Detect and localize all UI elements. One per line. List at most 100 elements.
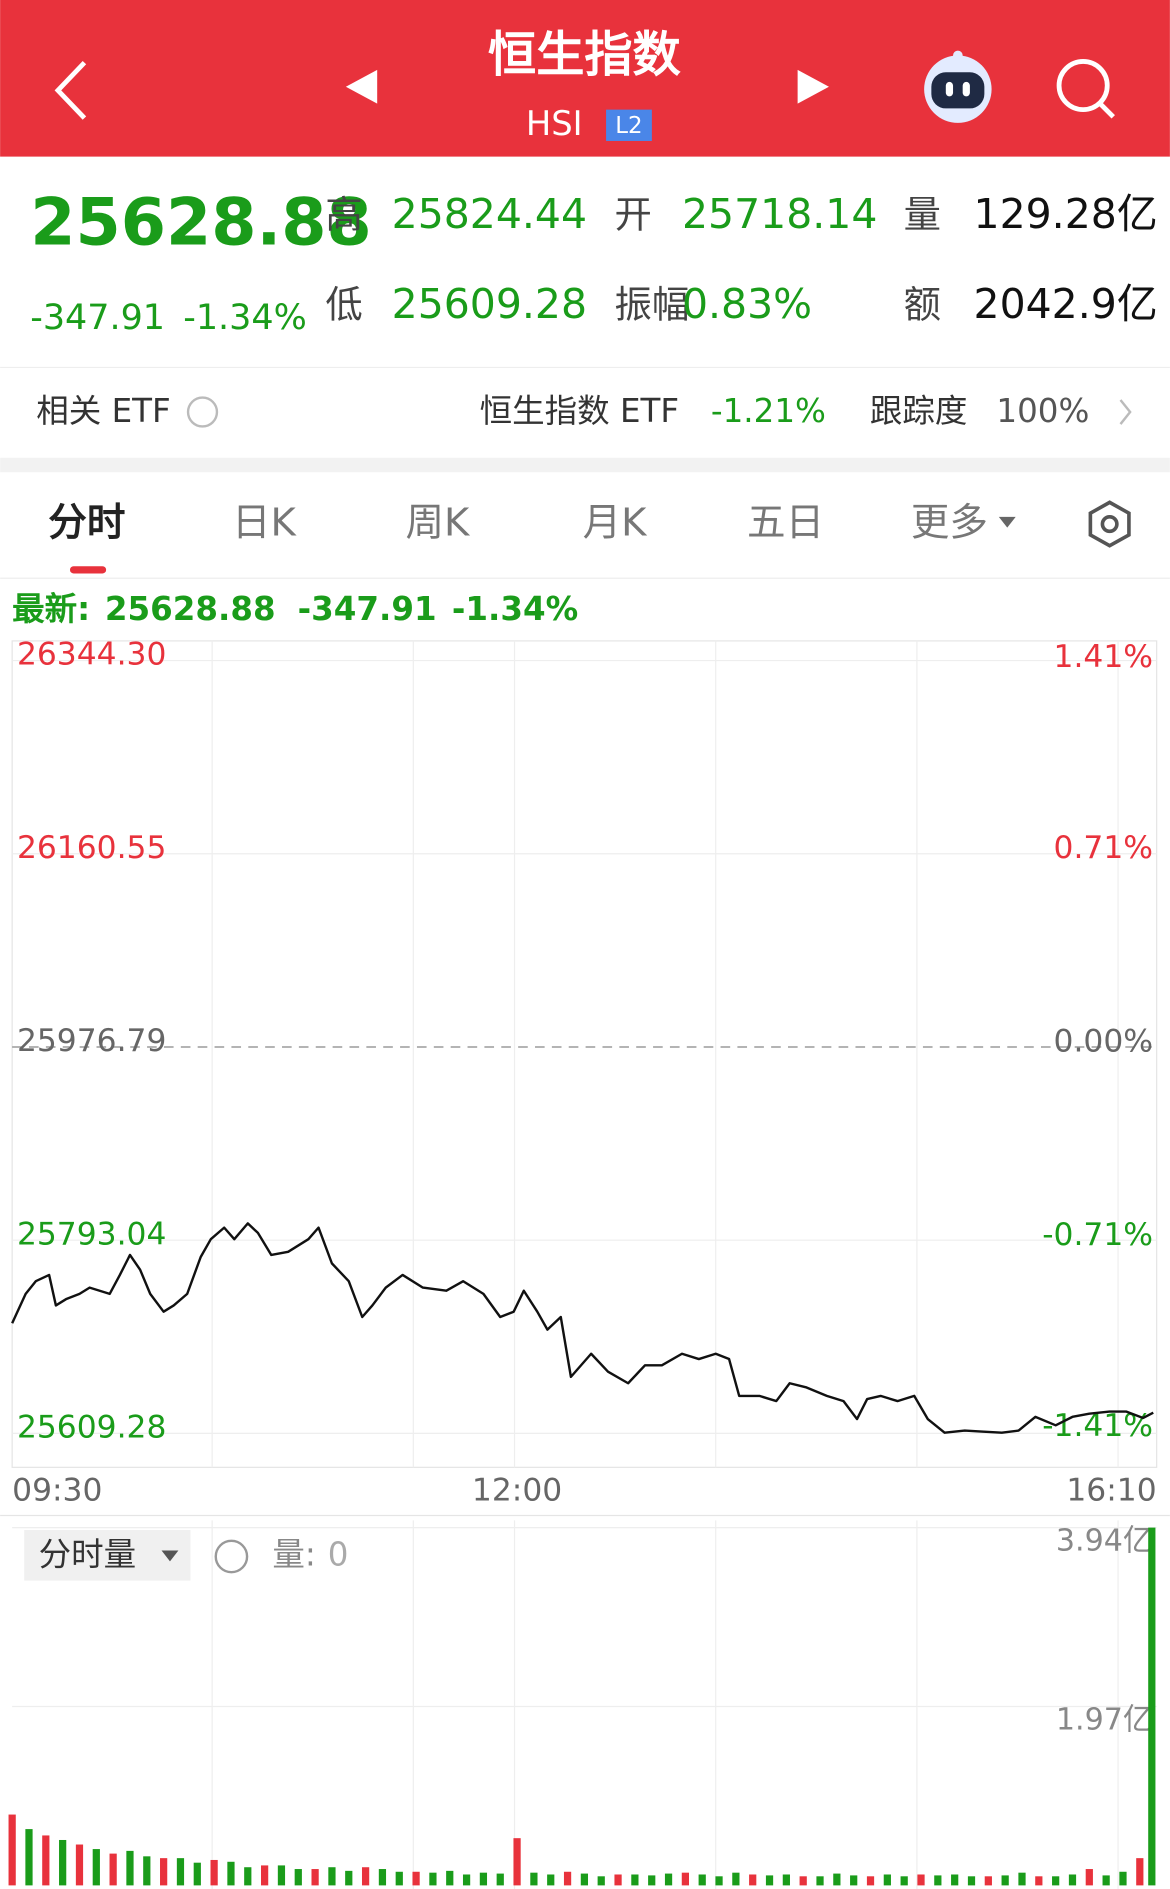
volume-label: 量:: [272, 1535, 315, 1573]
volume-bar: [328, 1867, 336, 1886]
x-tick-label: 09:30: [12, 1472, 102, 1508]
price: 25628.88: [30, 186, 372, 261]
change: -347.91: [30, 298, 165, 338]
volume-bar: [1148, 1527, 1156, 1886]
volume-selector[interactable]: 分时量: [24, 1529, 191, 1581]
settings-icon[interactable]: [1088, 500, 1131, 548]
y-tick-label: 25976.79: [17, 1023, 166, 1059]
assistant-icon[interactable]: [924, 50, 992, 123]
selector-label: 分时量: [39, 1535, 137, 1573]
y-tick-label: 25793.04: [17, 1216, 166, 1252]
v-grid: [211, 640, 1119, 1889]
volume-bar: [1136, 1858, 1144, 1886]
volume-bar: [799, 1876, 807, 1886]
search-icon[interactable]: [1056, 59, 1115, 119]
volume-bar: [261, 1865, 269, 1886]
volume-bar: [395, 1871, 403, 1886]
volume-bar: [193, 1862, 201, 1886]
volume-bar: [1068, 1874, 1077, 1886]
y2-tick-label: 0.71%: [1054, 830, 1153, 866]
latest-pct: -1.34%: [452, 590, 578, 628]
quote-value: 0.83%: [682, 280, 812, 328]
volume-bar: [210, 1859, 218, 1886]
volume-bar: [479, 1872, 488, 1886]
volume-bar: [967, 1876, 976, 1886]
volume-bar: [311, 1869, 319, 1886]
volume-bar: [1052, 1876, 1060, 1886]
quote-label: 低: [325, 283, 362, 327]
quote-value: 2042.9亿: [974, 280, 1158, 328]
tracking: 100%: [996, 392, 1089, 430]
etf-name: 恒生指数 ETF: [480, 392, 680, 430]
volume-bar: [614, 1874, 622, 1886]
volume-bar: [412, 1871, 420, 1886]
settings-icon-center: [1100, 515, 1119, 534]
volume-bar: [917, 1874, 925, 1886]
tab[interactable]: 五日: [747, 501, 824, 546]
volume-bar: [496, 1873, 504, 1886]
volume-bar: [513, 1838, 521, 1886]
quote-value: 25718.14: [682, 190, 877, 238]
y-tick-label: 25609.28: [17, 1410, 166, 1446]
more-arrow: [998, 516, 1016, 528]
help-icon[interactable]: [214, 1539, 249, 1574]
volume-bar: [126, 1850, 134, 1886]
x-tick-label: 16:10: [1066, 1472, 1156, 1508]
volume-bar: [951, 1874, 959, 1886]
y2-tick-label: 1.41%: [1054, 639, 1153, 675]
volume-bar: [92, 1849, 100, 1886]
etf-row[interactable]: 相关 ETF 恒生指数 ETF -1.21% 跟踪度 100%: [36, 392, 1132, 430]
tab[interactable]: 周K: [406, 501, 472, 546]
latest-label: 最新:: [12, 590, 90, 628]
volume-bar: [547, 1874, 555, 1886]
volume-bar: [1001, 1875, 1009, 1886]
tab[interactable]: 日K: [232, 501, 298, 546]
quote-label: 额: [904, 283, 941, 327]
volume-bar: [530, 1872, 538, 1886]
etf-label: 相关 ETF: [36, 392, 170, 430]
volume-bar: [664, 1873, 673, 1886]
quote-value: 25609.28: [392, 280, 587, 328]
selector-bg: [24, 1529, 191, 1581]
back-button[interactable]: [54, 60, 87, 120]
volume-bar: [883, 1874, 891, 1886]
prev-button[interactable]: [345, 69, 378, 104]
volume-bar: [816, 1876, 824, 1886]
volume-value: 0: [328, 1535, 349, 1573]
volume-bar: [378, 1869, 387, 1886]
volume-bar: [446, 1870, 454, 1886]
volume-bar: [648, 1875, 656, 1886]
latest-price: 25628.88: [105, 590, 276, 628]
volume-bar: [462, 1874, 471, 1886]
y-tick-label: 26160.55: [17, 830, 166, 866]
volume-bar: [109, 1853, 117, 1886]
volume-bar: [732, 1872, 740, 1886]
volume-bar: [833, 1873, 841, 1886]
tab[interactable]: 更多: [911, 501, 988, 546]
tab[interactable]: 分时: [48, 501, 125, 546]
quote-value: 129.28亿: [974, 190, 1158, 238]
volume-bar: [563, 1871, 572, 1886]
y-tick-label: 1.97亿: [1056, 1702, 1153, 1737]
y2-tick-label: -0.71%: [1042, 1217, 1153, 1253]
volume-bar: [681, 1872, 689, 1886]
volume-bar: [160, 1858, 168, 1886]
tracking-label: 跟踪度: [870, 392, 968, 430]
code: HSI: [526, 104, 583, 143]
volume-bar: [277, 1865, 286, 1886]
volume-bar: [765, 1875, 774, 1886]
y-tick-label: 26344.30: [17, 637, 166, 673]
volume-bar: [1035, 1876, 1043, 1886]
quote-label: 开: [615, 192, 652, 236]
volume-bar: [429, 1872, 437, 1886]
tab[interactable]: 月K: [583, 501, 649, 546]
volume-bar: [25, 1829, 33, 1886]
tab-indicator: [69, 566, 107, 574]
next-button[interactable]: [797, 69, 829, 104]
y-tick-label: 3.94亿: [1056, 1524, 1153, 1559]
plots: 26344.30 26160.55 25976.79 25793.04 25609.28…: [8, 637, 1157, 1886]
volume-bar: [1119, 1871, 1127, 1886]
quote-label: 量: [904, 192, 941, 236]
title: 恒生指数: [488, 27, 682, 83]
